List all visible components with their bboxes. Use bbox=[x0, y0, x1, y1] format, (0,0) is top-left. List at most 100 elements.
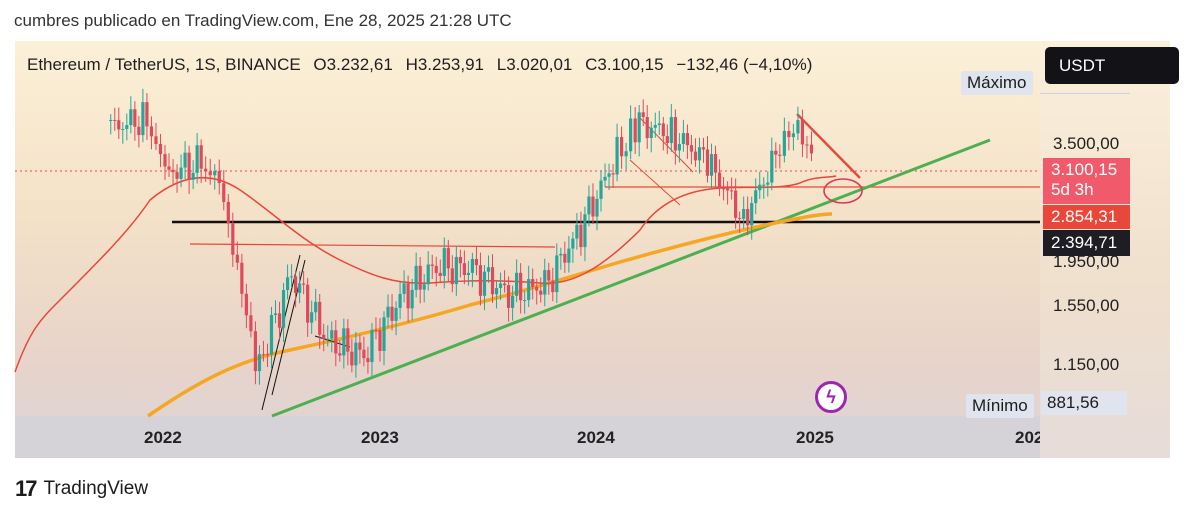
candle-body bbox=[770, 150, 774, 183]
current-price-value: 3.100,15 bbox=[1051, 160, 1118, 179]
candle-body bbox=[462, 263, 466, 276]
wedge-line-2022-a bbox=[261, 254, 301, 411]
candle-body bbox=[567, 248, 571, 263]
symbol-header: Ethereum / TetherUS, 1S, BINANCE O3.232,… bbox=[27, 55, 820, 75]
chart-area[interactable] bbox=[15, 41, 1170, 458]
candle-body bbox=[125, 125, 129, 129]
candle-body bbox=[591, 196, 595, 217]
candle-body bbox=[406, 283, 410, 309]
candle-body bbox=[474, 258, 479, 266]
candle-body bbox=[402, 283, 406, 294]
brand-name: TradingView bbox=[43, 478, 149, 499]
candle-body bbox=[559, 253, 563, 256]
candle-body bbox=[378, 330, 382, 351]
candle-body bbox=[486, 267, 491, 272]
chart-caption: cumbres publicado en TradingView.com, En… bbox=[14, 11, 512, 30]
candle-body bbox=[673, 117, 677, 151]
candle-body bbox=[149, 126, 154, 137]
candle-body bbox=[281, 290, 286, 328]
y-tick-3500: 3.500,00 bbox=[1053, 134, 1120, 153]
symbol-name: Ethereum / TetherUS, 1S, BINANCE bbox=[27, 55, 301, 74]
time-axis[interactable] bbox=[15, 416, 1040, 458]
candle-body bbox=[199, 145, 203, 169]
candle-body bbox=[482, 271, 487, 296]
max-line bbox=[1040, 93, 1130, 94]
candle-body bbox=[466, 272, 470, 276]
candle-body bbox=[231, 223, 235, 255]
candle-body bbox=[306, 284, 310, 323]
tradingview-footer[interactable]: 17 TradingView bbox=[15, 476, 148, 502]
candle-body bbox=[685, 133, 690, 146]
candle-body bbox=[494, 288, 499, 295]
support-price-tag: 2.394,71 bbox=[1043, 230, 1130, 256]
descending-trendline bbox=[796, 113, 861, 179]
candle-body bbox=[782, 130, 786, 156]
candle-body bbox=[113, 119, 117, 121]
candle-body bbox=[226, 201, 230, 224]
candle-body bbox=[649, 127, 653, 139]
candle-body bbox=[762, 184, 766, 186]
candle-body bbox=[701, 147, 706, 150]
candle-body bbox=[523, 300, 527, 302]
candle-body bbox=[805, 144, 809, 146]
candle-body bbox=[179, 167, 183, 179]
candle-body bbox=[204, 168, 208, 172]
currency-button[interactable]: USDT bbox=[1045, 47, 1179, 84]
candle-body bbox=[490, 267, 495, 295]
resistance-line-2023 bbox=[189, 243, 556, 248]
candle-body bbox=[511, 295, 515, 308]
candle-body bbox=[742, 208, 746, 219]
trend-line-green bbox=[271, 138, 991, 418]
candle-body bbox=[796, 120, 800, 134]
candle-body bbox=[187, 152, 191, 180]
candle-body bbox=[620, 136, 624, 157]
candle-body bbox=[555, 255, 559, 293]
candle-body bbox=[434, 265, 438, 273]
ohlc-low: L3.020,01 bbox=[496, 55, 573, 74]
candle-body bbox=[145, 102, 149, 127]
candle-body bbox=[725, 188, 730, 191]
candle-body bbox=[222, 183, 226, 202]
candle-body bbox=[458, 256, 462, 264]
candle-body bbox=[693, 151, 698, 161]
candle-body bbox=[502, 283, 507, 286]
candle-body bbox=[298, 283, 302, 293]
candle-body bbox=[244, 293, 248, 316]
candle-body bbox=[717, 172, 722, 189]
candle-body bbox=[430, 264, 434, 266]
candle-body bbox=[273, 313, 278, 315]
candle-body bbox=[809, 144, 814, 154]
y-tick-1550: 1.550,00 bbox=[1053, 296, 1120, 315]
candle-body bbox=[422, 284, 426, 290]
lightning-icon[interactable]: ϟ bbox=[815, 381, 847, 413]
candle-body bbox=[285, 277, 290, 291]
candle-body bbox=[133, 109, 137, 127]
ohlc-change: −132,46 (−4,10%) bbox=[676, 55, 813, 74]
candle-body bbox=[109, 119, 113, 121]
candle-body bbox=[117, 120, 121, 130]
ohlc-close: C3.100,15 bbox=[585, 55, 664, 74]
candle-body bbox=[121, 128, 125, 130]
candle-body bbox=[454, 256, 458, 285]
candle-body bbox=[450, 268, 454, 285]
candle-body bbox=[141, 102, 145, 136]
candle-body bbox=[689, 145, 694, 152]
x-tick-2026: 202 bbox=[1015, 428, 1040, 447]
candle-body bbox=[681, 133, 685, 145]
candle-body bbox=[730, 190, 734, 192]
candle-body bbox=[253, 331, 258, 372]
candle-body bbox=[547, 270, 551, 281]
candle-body bbox=[183, 152, 187, 168]
candle-body bbox=[637, 112, 641, 143]
candle-body bbox=[374, 330, 378, 332]
candle-body bbox=[633, 118, 637, 143]
candle-body bbox=[657, 123, 661, 126]
x-tick-2024: 2024 bbox=[577, 428, 615, 447]
candle-body bbox=[766, 182, 770, 185]
y-tick-1150: 1.150,00 bbox=[1053, 355, 1120, 374]
candle-body bbox=[531, 279, 535, 287]
candle-body bbox=[366, 358, 370, 363]
candle-body bbox=[217, 171, 221, 184]
max-label: Máximo bbox=[961, 71, 1033, 95]
candle-body bbox=[583, 214, 587, 248]
